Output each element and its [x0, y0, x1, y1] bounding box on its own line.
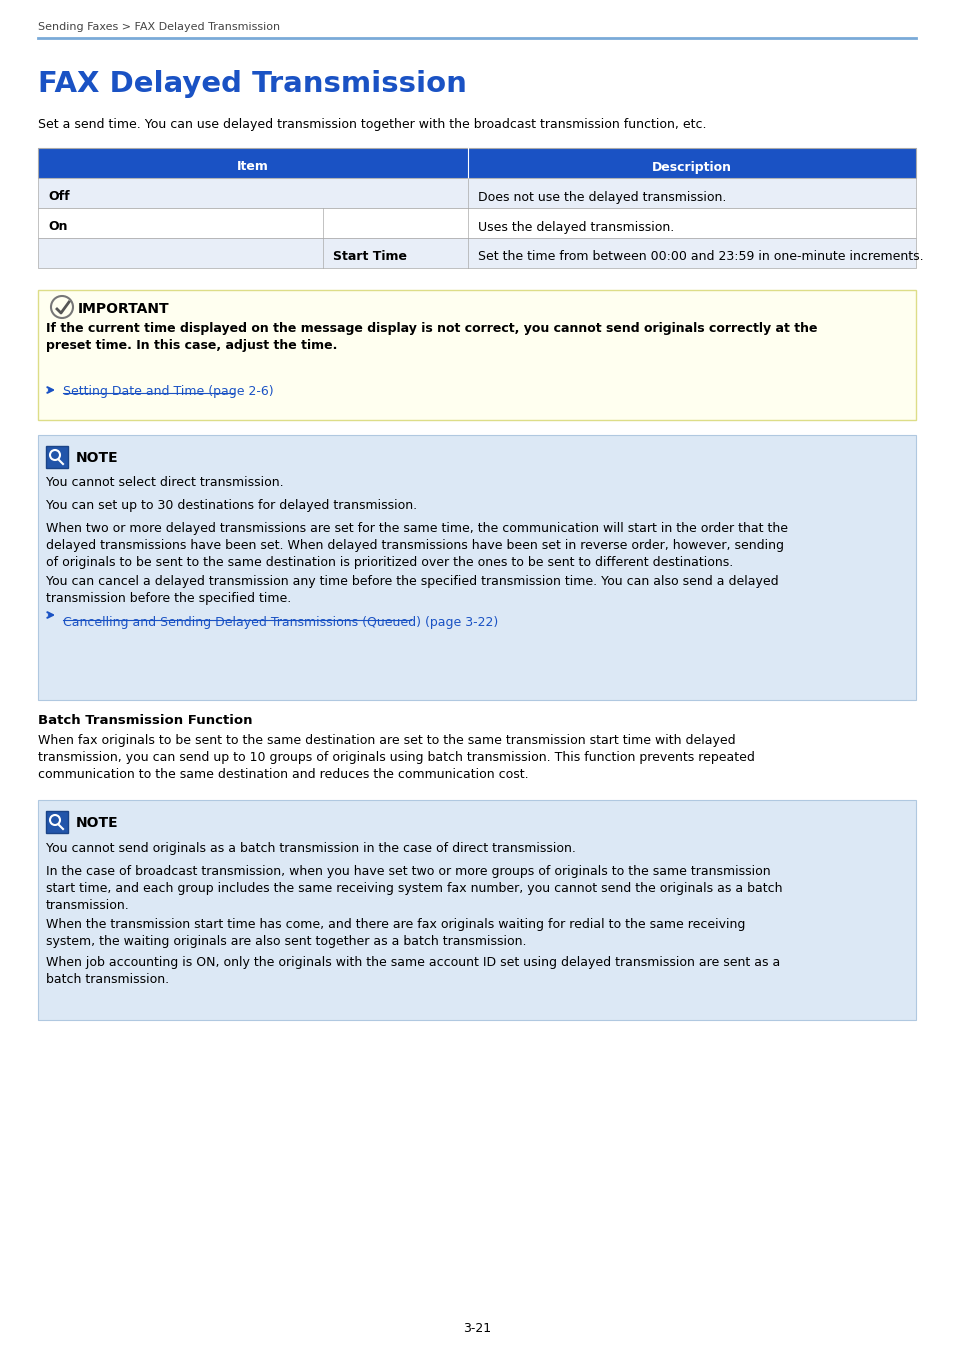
Text: Item: Item — [236, 161, 269, 174]
Text: In the case of broadcast transmission, when you have set two or more groups of o: In the case of broadcast transmission, w… — [46, 865, 781, 913]
Text: Start Time: Start Time — [333, 251, 407, 263]
FancyBboxPatch shape — [38, 208, 915, 238]
Text: NOTE: NOTE — [76, 815, 118, 830]
FancyBboxPatch shape — [38, 435, 915, 701]
Text: Off: Off — [48, 190, 70, 204]
Text: Setting Date and Time (page 2-6): Setting Date and Time (page 2-6) — [63, 385, 274, 398]
Text: NOTE: NOTE — [76, 451, 118, 464]
Text: Set a send time. You can use delayed transmission together with the broadcast tr: Set a send time. You can use delayed tra… — [38, 117, 706, 131]
Text: You can cancel a delayed transmission any time before the specified transmission: You can cancel a delayed transmission an… — [46, 575, 778, 605]
Text: You cannot send originals as a batch transmission in the case of direct transmis: You cannot send originals as a batch tra… — [46, 842, 576, 855]
Text: Does not use the delayed transmission.: Does not use the delayed transmission. — [477, 190, 725, 204]
Text: When the transmission start time has come, and there are fax originals waiting f: When the transmission start time has com… — [46, 918, 744, 948]
Text: Uses the delayed transmission.: Uses the delayed transmission. — [477, 220, 674, 234]
FancyBboxPatch shape — [38, 238, 915, 269]
Text: FAX Delayed Transmission: FAX Delayed Transmission — [38, 70, 466, 99]
Text: IMPORTANT: IMPORTANT — [78, 302, 170, 316]
Text: Set the time from between 00:00 and 23:59 in one-minute increments.: Set the time from between 00:00 and 23:5… — [477, 251, 923, 263]
Text: You can set up to 30 destinations for delayed transmission.: You can set up to 30 destinations for de… — [46, 500, 416, 512]
Text: Cancelling and Sending Delayed Transmissions (Queued) (page 3-22): Cancelling and Sending Delayed Transmiss… — [63, 616, 497, 629]
Text: If the current time displayed on the message display is not correct, you cannot : If the current time displayed on the mes… — [46, 323, 817, 352]
Text: Sending Faxes > FAX Delayed Transmission: Sending Faxes > FAX Delayed Transmission — [38, 22, 280, 32]
Text: 3-21: 3-21 — [462, 1322, 491, 1335]
Text: Description: Description — [651, 161, 731, 174]
Text: You cannot select direct transmission.: You cannot select direct transmission. — [46, 477, 283, 489]
FancyBboxPatch shape — [38, 148, 915, 178]
FancyBboxPatch shape — [46, 811, 68, 833]
Text: When fax originals to be sent to the same destination are set to the same transm: When fax originals to be sent to the sam… — [38, 734, 754, 782]
FancyBboxPatch shape — [38, 178, 915, 208]
Text: On: On — [48, 220, 68, 234]
Text: When two or more delayed transmissions are set for the same time, the communicat: When two or more delayed transmissions a… — [46, 522, 787, 568]
Text: Batch Transmission Function: Batch Transmission Function — [38, 714, 253, 728]
FancyBboxPatch shape — [46, 446, 68, 468]
Text: When job accounting is ON, only the originals with the same account ID set using: When job accounting is ON, only the orig… — [46, 956, 780, 986]
FancyBboxPatch shape — [38, 801, 915, 1021]
FancyBboxPatch shape — [38, 290, 915, 420]
